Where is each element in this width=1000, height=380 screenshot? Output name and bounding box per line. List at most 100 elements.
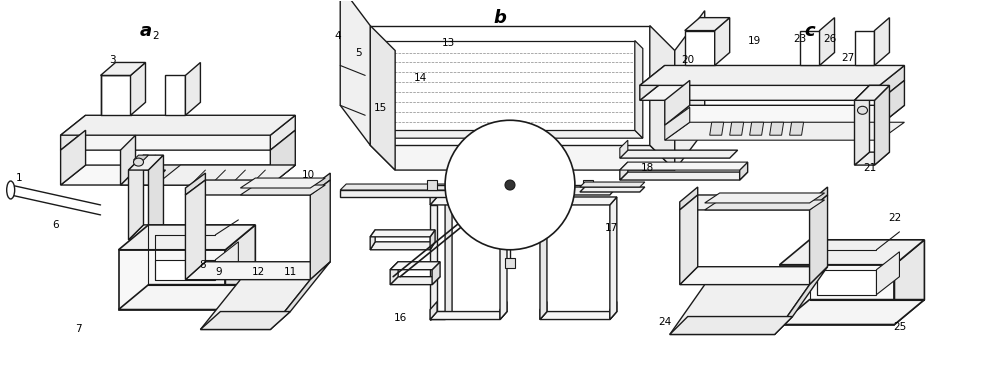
Text: b: b [494, 9, 506, 27]
Polygon shape [129, 225, 163, 240]
Polygon shape [101, 75, 131, 115]
Polygon shape [770, 122, 784, 135]
Polygon shape [370, 230, 375, 250]
Polygon shape [710, 122, 724, 135]
Text: 5: 5 [355, 48, 362, 57]
Text: 12: 12 [252, 267, 265, 277]
Polygon shape [240, 178, 325, 188]
Text: 2: 2 [152, 30, 159, 41]
Polygon shape [121, 135, 136, 185]
Polygon shape [430, 187, 437, 205]
Polygon shape [540, 312, 617, 320]
Text: 13: 13 [441, 38, 455, 48]
Polygon shape [185, 180, 205, 280]
Polygon shape [675, 11, 705, 170]
Polygon shape [620, 162, 748, 170]
Text: 11: 11 [284, 267, 297, 277]
Polygon shape [340, 190, 470, 197]
Polygon shape [390, 262, 440, 270]
Polygon shape [310, 180, 330, 280]
Text: 3: 3 [109, 55, 116, 65]
Polygon shape [200, 312, 290, 329]
Polygon shape [500, 187, 507, 205]
Polygon shape [640, 65, 904, 86]
Polygon shape [131, 62, 145, 115]
Text: 14: 14 [413, 73, 427, 83]
Polygon shape [61, 130, 86, 185]
Polygon shape [894, 240, 924, 325]
Text: 15: 15 [374, 103, 387, 113]
Polygon shape [134, 155, 148, 160]
Polygon shape [225, 225, 255, 310]
Polygon shape [670, 285, 810, 334]
Bar [583, 180, 593, 190]
Polygon shape [620, 150, 738, 158]
Polygon shape [685, 30, 715, 65]
Polygon shape [390, 262, 398, 285]
Text: 23: 23 [793, 33, 806, 44]
Text: 10: 10 [302, 170, 315, 180]
Polygon shape [540, 187, 617, 195]
Polygon shape [820, 17, 835, 65]
Polygon shape [740, 162, 748, 180]
Bar [505, 258, 515, 268]
Polygon shape [370, 25, 395, 170]
Polygon shape [370, 25, 650, 145]
Polygon shape [101, 62, 145, 75]
Ellipse shape [134, 158, 143, 166]
Text: 22: 22 [888, 213, 901, 223]
Polygon shape [445, 197, 452, 320]
Polygon shape [855, 152, 889, 165]
Polygon shape [640, 65, 665, 100]
Polygon shape [810, 187, 828, 210]
Polygon shape [685, 17, 730, 30]
Polygon shape [580, 187, 645, 192]
Polygon shape [855, 86, 869, 165]
Polygon shape [185, 180, 330, 195]
Polygon shape [270, 130, 295, 185]
Polygon shape [500, 197, 507, 320]
Polygon shape [750, 122, 764, 135]
Polygon shape [215, 242, 238, 280]
Polygon shape [430, 205, 437, 320]
Text: 16: 16 [394, 312, 407, 323]
Polygon shape [874, 86, 889, 165]
Text: c: c [804, 22, 815, 40]
Polygon shape [129, 155, 163, 170]
Polygon shape [185, 62, 200, 115]
Text: 21: 21 [863, 163, 876, 173]
Polygon shape [680, 195, 698, 285]
Polygon shape [500, 302, 507, 320]
Polygon shape [430, 312, 452, 320]
Polygon shape [310, 173, 330, 195]
Polygon shape [800, 30, 820, 65]
Polygon shape [61, 165, 295, 185]
Polygon shape [715, 17, 730, 65]
Text: 9: 9 [215, 267, 222, 277]
Polygon shape [855, 86, 889, 100]
Polygon shape [730, 122, 744, 135]
Bar [505, 102, 515, 112]
Polygon shape [119, 225, 255, 250]
Polygon shape [430, 187, 507, 195]
Polygon shape [155, 260, 215, 280]
Text: 4: 4 [335, 30, 342, 41]
Polygon shape [780, 240, 924, 265]
Polygon shape [370, 242, 435, 250]
Polygon shape [119, 250, 225, 310]
Polygon shape [270, 262, 330, 329]
Ellipse shape [858, 106, 867, 114]
Polygon shape [119, 285, 255, 310]
Polygon shape [385, 130, 643, 138]
Text: 7: 7 [75, 325, 82, 334]
Ellipse shape [7, 181, 15, 199]
Polygon shape [540, 197, 617, 205]
Polygon shape [665, 81, 690, 125]
Polygon shape [165, 75, 185, 115]
Circle shape [445, 120, 575, 250]
Polygon shape [879, 65, 904, 100]
Polygon shape [580, 182, 645, 187]
Text: 8: 8 [199, 260, 206, 270]
Polygon shape [385, 41, 635, 130]
Polygon shape [340, 184, 476, 190]
